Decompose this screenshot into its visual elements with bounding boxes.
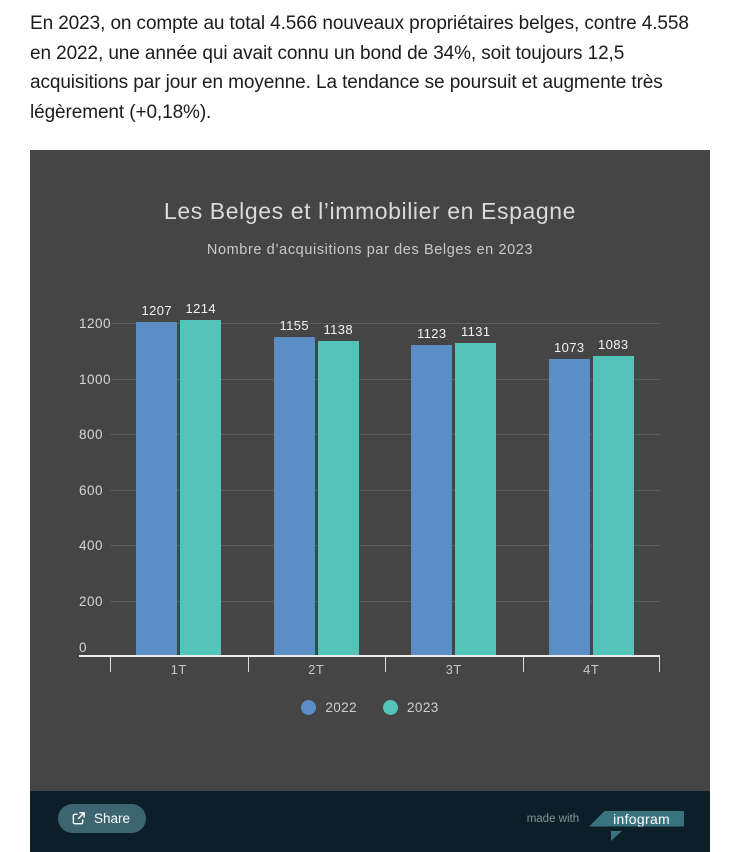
x-axis-tick-4 [659,657,660,672]
bar-value-2022-3T: 1123 [416,326,447,342]
share-button-label: Share [94,811,131,826]
x-axis-tick-0 [110,657,111,672]
x-axis-line [79,655,660,657]
chart-footer: Share made with infogram [30,791,710,852]
legend-item-2022[interactable]: 2022 [301,700,357,715]
bar-value-2023-3T: 1131 [460,324,491,340]
x-tick-label-1T: 1T [170,662,187,677]
legend-dot-2023-icon [383,700,398,715]
gridline-600 [110,489,660,491]
infogram-logo-tail-icon [611,830,623,841]
x-tick-label-3T: 3T [445,662,462,677]
gridline-400 [110,545,660,546]
legend-item-2023[interactable]: 2023 [383,700,439,715]
share-button[interactable]: Share [58,804,147,833]
bar-2023-1T[interactable]: 1214 [180,301,222,657]
chart-title: Les Belges et l’immobilier en Espagne [163,198,577,224]
x-tick-label-2T: 2T [308,662,325,677]
y-axis-labels: 0 200 400 600 800 1000 1200 [79,297,112,657]
chart-legend: 2022 2023 [30,700,710,715]
x-axis-tick-1 [247,657,249,672]
bar-value-2022-4T: 1073 [553,340,585,356]
share-icon [71,811,86,826]
legend-label-2023: 2023 [407,700,439,715]
bar-value-2023-2T: 1138 [323,322,354,338]
gridline-200 [110,600,660,602]
x-axis-tick-3 [522,657,524,672]
made-with-infogram: made with infogram [526,806,684,841]
chart-body: Les Belges et l’immobilier en Espagne No… [30,150,710,791]
y-tick-label-200: 200 [79,593,104,609]
bars-layer: 1207 1214 1155 1138 1123 1131 1073 1083 [110,297,660,657]
bar-group-1T: 1207 1214 [110,297,248,657]
bar-2023-4T[interactable]: 1083 [592,337,634,657]
gridline-800 [110,434,660,435]
bar-value-2023-4T: 1083 [597,337,629,353]
bar-group-2T: 1155 1138 [248,297,386,657]
x-axis-labels: 1T 2T 3T 4T [110,657,660,683]
gridline-1200 [110,323,660,324]
infogram-chart-embed: Les Belges et l’immobilier en Espagne No… [30,150,710,852]
chart-subtitle: Nombre d’acquisitions par des Belges en … [206,242,534,258]
bar-2023-3T[interactable]: 1131 [455,324,497,657]
legend-dot-2022-icon [301,700,317,715]
bar-value-2023-1T: 1214 [185,301,217,317]
bar-group-3T: 1123 1131 [385,297,523,657]
y-tick-label-1200: 1200 [79,316,112,331]
gridlines [110,297,660,657]
bar-2023-2T[interactable]: 1138 [317,322,359,657]
y-tick-label-400: 400 [79,538,104,553]
bar-value-2022-2T: 1155 [279,317,310,333]
article-text-block: En 2023, on compte au total 4.566 nouvea… [0,0,736,127]
gridline-1000 [110,378,660,380]
y-tick-label-1000: 1000 [79,371,112,387]
made-with-text: made with [526,812,580,825]
bar-2022-1T[interactable]: 1207 [136,303,178,657]
plot-area: 0 200 400 600 800 1000 1200 1207 1214 1155 1138 11… [79,297,660,657]
y-tick-label-800: 800 [79,427,104,442]
bar-group-4T: 1073 1083 [523,297,661,657]
y-tick-label-600: 600 [79,482,104,498]
x-axis-tick-2 [385,657,386,672]
infogram-logo-label: infogram [589,810,684,827]
bar-2022-2T[interactable]: 1155 [273,318,315,657]
y-tick-label-0: 0 [79,640,88,655]
article-paragraph: En 2023, on compte au total 4.566 nouvea… [30,13,689,123]
bar-value-2022-1T: 1207 [141,303,173,319]
bar-2022-4T[interactable]: 1073 [548,340,590,657]
x-tick-label-4T: 4T [583,662,600,677]
bar-2022-3T[interactable]: 1123 [411,326,453,657]
infogram-logo[interactable]: infogram [589,806,684,841]
legend-label-2022: 2022 [325,700,357,715]
